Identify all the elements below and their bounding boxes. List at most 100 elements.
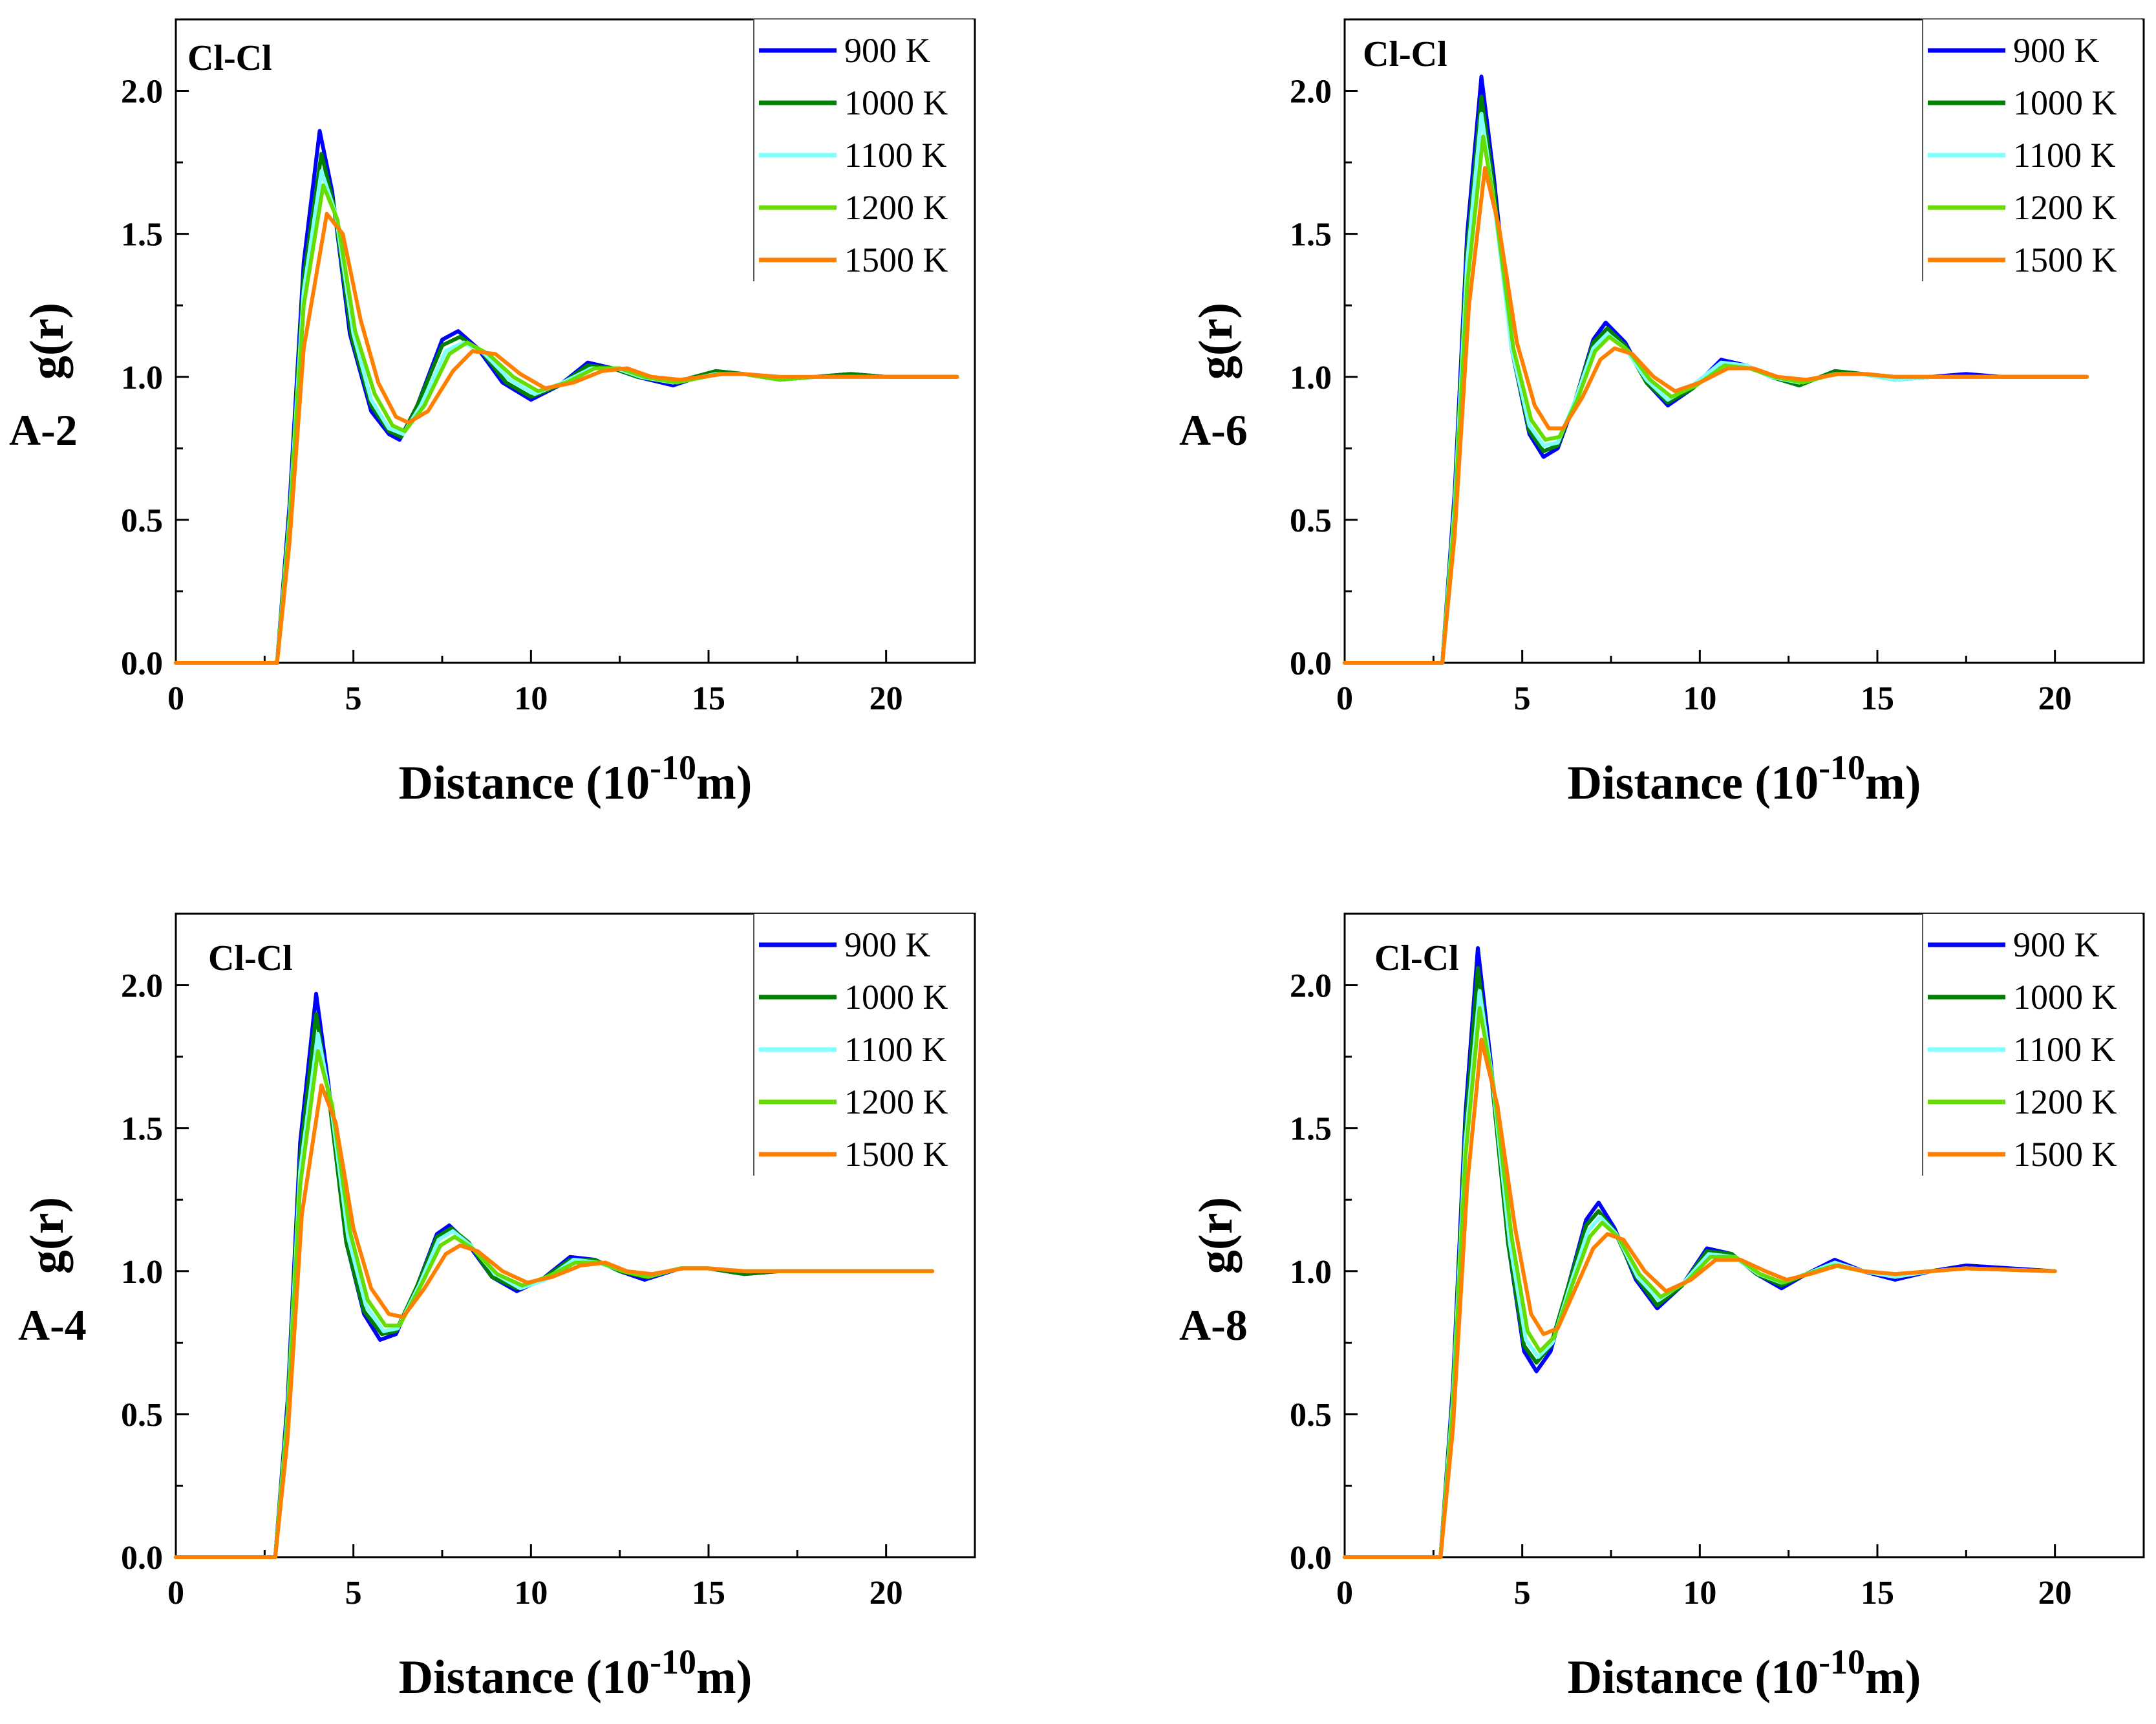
x-axis-title-tail: m) <box>696 757 752 810</box>
legend-entry-label: 1100 K <box>2013 1030 2116 1069</box>
x-tick-label: 15 <box>1861 680 1894 717</box>
x-tick-label: 10 <box>1683 680 1716 717</box>
y-tick-label: 0.5 <box>121 1397 163 1434</box>
y-tick-label: 1.0 <box>121 360 163 396</box>
y-axis-title: g(r) <box>21 1197 74 1274</box>
panel-label: A-4 <box>18 1300 87 1350</box>
x-axis-title-tail: m) <box>1865 1651 1921 1704</box>
y-tick-label: 1.0 <box>121 1254 163 1291</box>
legend-background <box>1923 19 2142 281</box>
x-axis-title-tail: m) <box>696 1651 752 1704</box>
legend-entry-label: 1200 K <box>2013 188 2117 227</box>
legend-entry-label: 1000 K <box>2013 83 2117 122</box>
x-axis-title-exponent: -10 <box>1819 748 1865 787</box>
legend-entry-label: 1500 K <box>844 1135 948 1174</box>
x-tick-label: 0 <box>167 680 184 717</box>
y-tick-label: 2.0 <box>121 968 163 1005</box>
legend-entry-label: 1500 K <box>2013 241 2117 279</box>
x-axis-title-exponent: -10 <box>650 748 696 787</box>
x-tick-label: 10 <box>1683 1575 1716 1611</box>
y-tick-label: 0.0 <box>1290 1540 1332 1577</box>
panel-label: A-8 <box>1179 1300 1248 1350</box>
x-axis-title-exponent: -10 <box>650 1643 696 1681</box>
y-axis-title: g(r) <box>1190 1197 1243 1274</box>
y-tick-label: 0.0 <box>121 1540 163 1577</box>
series-line-1500k <box>174 1083 935 1559</box>
y-tick-label: 1.0 <box>1290 360 1332 396</box>
panel-label: A-2 <box>9 405 78 455</box>
y-tick-label: 2.0 <box>121 74 163 111</box>
species-annotation: Cl-Cl <box>187 38 272 78</box>
chart-panel-a-6: 0 5 10 15 20 0.0 0.5 1.0 1.5 2.0 900 K 1000 K 1100 K… <box>1179 18 2145 810</box>
y-tick-label: 2.0 <box>1290 74 1332 111</box>
chart-panel-a-4: 0 5 10 15 20 0.0 0.5 1.0 1.5 2.0 900 K 1000 K 1100 K… <box>18 912 976 1704</box>
legend-entry-label: 1000 K <box>844 83 948 122</box>
series-line-1500k <box>1343 1037 2057 1559</box>
x-tick-label: 15 <box>692 680 725 717</box>
x-tick-label: 10 <box>514 680 548 717</box>
y-tick-label: 1.5 <box>1290 217 1332 253</box>
x-axis-title-main: Distance (10 <box>399 1651 650 1704</box>
x-axis-title-main: Distance (10 <box>1568 757 1819 810</box>
x-tick-label: 5 <box>345 680 362 717</box>
y-tick-label: 1.0 <box>1290 1254 1332 1291</box>
legend-entry-label: 900 K <box>2013 31 2100 70</box>
y-axis-title: g(r) <box>21 303 74 380</box>
legend-background <box>754 19 974 281</box>
legend: 900 K 1000 K 1100 K 1200 K 1500 K <box>753 19 974 281</box>
x-tick-label: 15 <box>692 1575 725 1611</box>
legend: 900 K 1000 K 1100 K 1200 K 1500 K <box>753 914 974 1176</box>
legend-entry-label: 1100 K <box>844 1030 947 1069</box>
x-tick-label: 20 <box>2038 680 2072 717</box>
x-tick-label: 0 <box>1336 680 1353 717</box>
legend-background <box>754 914 974 1176</box>
y-tick-label: 0.5 <box>1290 502 1332 539</box>
legend-entry-label: 900 K <box>844 31 931 70</box>
y-tick-label: 2.0 <box>1290 968 1332 1005</box>
legend: 900 K 1000 K 1100 K 1200 K 1500 K <box>1922 19 2142 281</box>
x-tick-label: 15 <box>1861 1575 1894 1611</box>
legend-entry-label: 1000 K <box>2013 978 2117 1017</box>
x-axis-title: Distance (10-10m) <box>1568 748 1921 810</box>
chart-panel-a-8: 0 5 10 15 20 0.0 0.5 1.0 1.5 2.0 900 K 1000 K 1100 K… <box>1179 912 2145 1704</box>
series-line-1500k <box>1343 166 2089 665</box>
legend-entry-label: 1100 K <box>2013 136 2116 175</box>
y-tick-label: 0.0 <box>1290 645 1332 682</box>
x-axis-title: Distance (10-10m) <box>399 748 752 810</box>
legend-entry-label: 1100 K <box>844 136 947 175</box>
legend: 900 K 1000 K 1100 K 1200 K 1500 K <box>1922 914 2142 1176</box>
panel-label: A-6 <box>1179 405 1248 455</box>
x-tick-label: 5 <box>1514 680 1531 717</box>
x-axis-title: Distance (10-10m) <box>1568 1643 1921 1704</box>
legend-entry-label: 1000 K <box>844 978 948 1017</box>
plot-frame <box>175 912 976 1558</box>
x-axis-title: Distance (10-10m) <box>399 1643 752 1704</box>
species-annotation: Cl-Cl <box>208 938 293 978</box>
x-axis-title-main: Distance (10 <box>1568 1651 1819 1704</box>
chart-panel-a-2: 0 5 10 15 20 0.0 0.5 1.0 1.5 2.0 900 K 1000 K 1100 K… <box>9 18 976 810</box>
x-axis-title-exponent: -10 <box>1819 1643 1865 1681</box>
x-tick-label: 5 <box>345 1575 362 1611</box>
legend-entry-label: 900 K <box>844 925 931 964</box>
y-tick-label: 1.5 <box>121 217 163 253</box>
plot-frame <box>1343 18 2145 664</box>
x-tick-label: 20 <box>870 1575 903 1611</box>
species-annotation: Cl-Cl <box>1363 34 1447 74</box>
legend-entry-label: 1500 K <box>844 241 948 279</box>
species-annotation: Cl-Cl <box>1374 938 1459 978</box>
x-tick-label: 5 <box>1514 1575 1531 1611</box>
legend-entry-label: 1200 K <box>844 188 948 227</box>
y-tick-label: 0.5 <box>121 502 163 539</box>
plot-frame <box>175 18 976 664</box>
y-tick-label: 1.5 <box>1290 1111 1332 1148</box>
legend-entry-label: 1500 K <box>2013 1135 2117 1174</box>
x-tick-label: 20 <box>870 680 903 717</box>
x-axis-title-tail: m) <box>1865 757 1921 810</box>
x-tick-label: 20 <box>2038 1575 2072 1611</box>
plot-frame <box>1343 912 2145 1558</box>
x-tick-label: 10 <box>514 1575 548 1611</box>
x-tick-label: 0 <box>167 1575 184 1611</box>
legend-background <box>1923 914 2142 1176</box>
y-axis-title: g(r) <box>1190 303 1243 380</box>
